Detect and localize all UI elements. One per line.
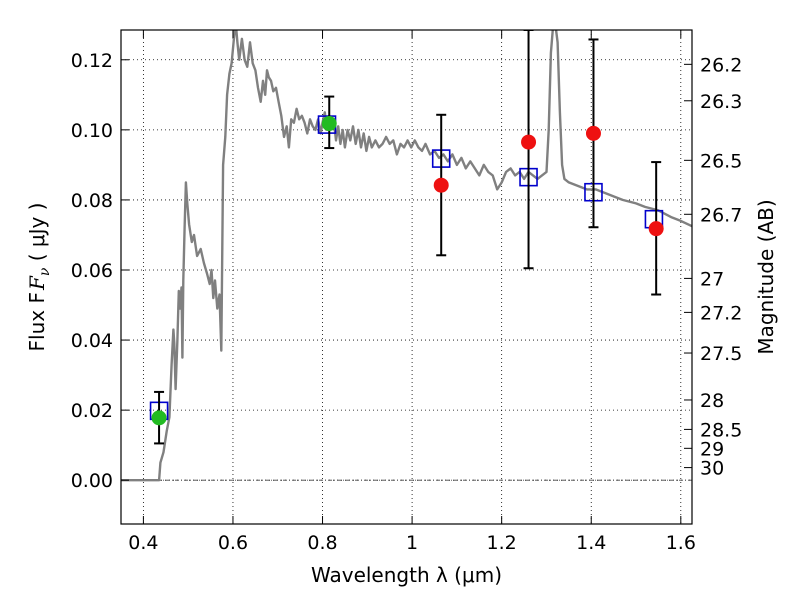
y2-tick-label: 26.7	[700, 204, 742, 226]
y-tick-label: 0.12	[71, 50, 113, 72]
y-axis-label: Flux FFν ( μJy )	[25, 203, 53, 352]
y-tick-label: 0.02	[71, 400, 113, 422]
observed-flux-dot	[321, 116, 337, 132]
y2-tick-label: 26.3	[700, 91, 742, 113]
x-tick-label: 1	[406, 532, 418, 554]
observed-flux-dot	[648, 221, 664, 237]
observed-flux-dot	[521, 134, 537, 150]
y2-tick-label: 27	[700, 268, 724, 290]
y2-axis-label: Magnitude (AB)	[754, 199, 778, 354]
grid-lines	[121, 30, 692, 524]
x-tick-label: 0.8	[307, 532, 337, 554]
y-tick-label: 0.04	[71, 330, 113, 352]
y2-tick-label: 27.5	[700, 343, 742, 365]
y2-tick-label: 30	[700, 458, 724, 480]
x-tick-label: 1.2	[487, 532, 517, 554]
y-tick-label: 0.10	[71, 120, 113, 142]
x-axis-label: Wavelength λ (μm)	[311, 563, 502, 587]
observed-flux-dot	[433, 177, 449, 193]
axis-ticks: 0.4 0.6 0.8 1 1.2 1.4 1.6 0.00 0.02 0.04 0.06 0.08 0…	[71, 30, 742, 554]
observed-flux-dot	[585, 125, 601, 141]
y-tick-label: 0.08	[71, 190, 113, 212]
y2-tick-label: 28.5	[700, 419, 742, 441]
y-tick-label: 0.00	[71, 470, 113, 492]
observed-flux-dot	[151, 410, 167, 426]
y2-tick-label: 28	[700, 390, 724, 412]
plot-frame	[120, 29, 693, 525]
x-tick-label: 0.4	[128, 532, 158, 554]
y2-tick-label: 26.5	[700, 150, 742, 172]
x-tick-label: 1.6	[666, 532, 696, 554]
x-tick-label: 1.4	[576, 532, 606, 554]
y-tick-label: 0.06	[71, 260, 113, 282]
y2-tick-label: 27.2	[700, 302, 742, 324]
model-spectrum-line	[121, 30, 692, 482]
x-tick-label: 0.6	[218, 532, 248, 554]
y2-tick-label: 26.2	[700, 54, 742, 76]
y2-tick-label: 29	[700, 438, 724, 460]
plot-area	[121, 30, 692, 482]
